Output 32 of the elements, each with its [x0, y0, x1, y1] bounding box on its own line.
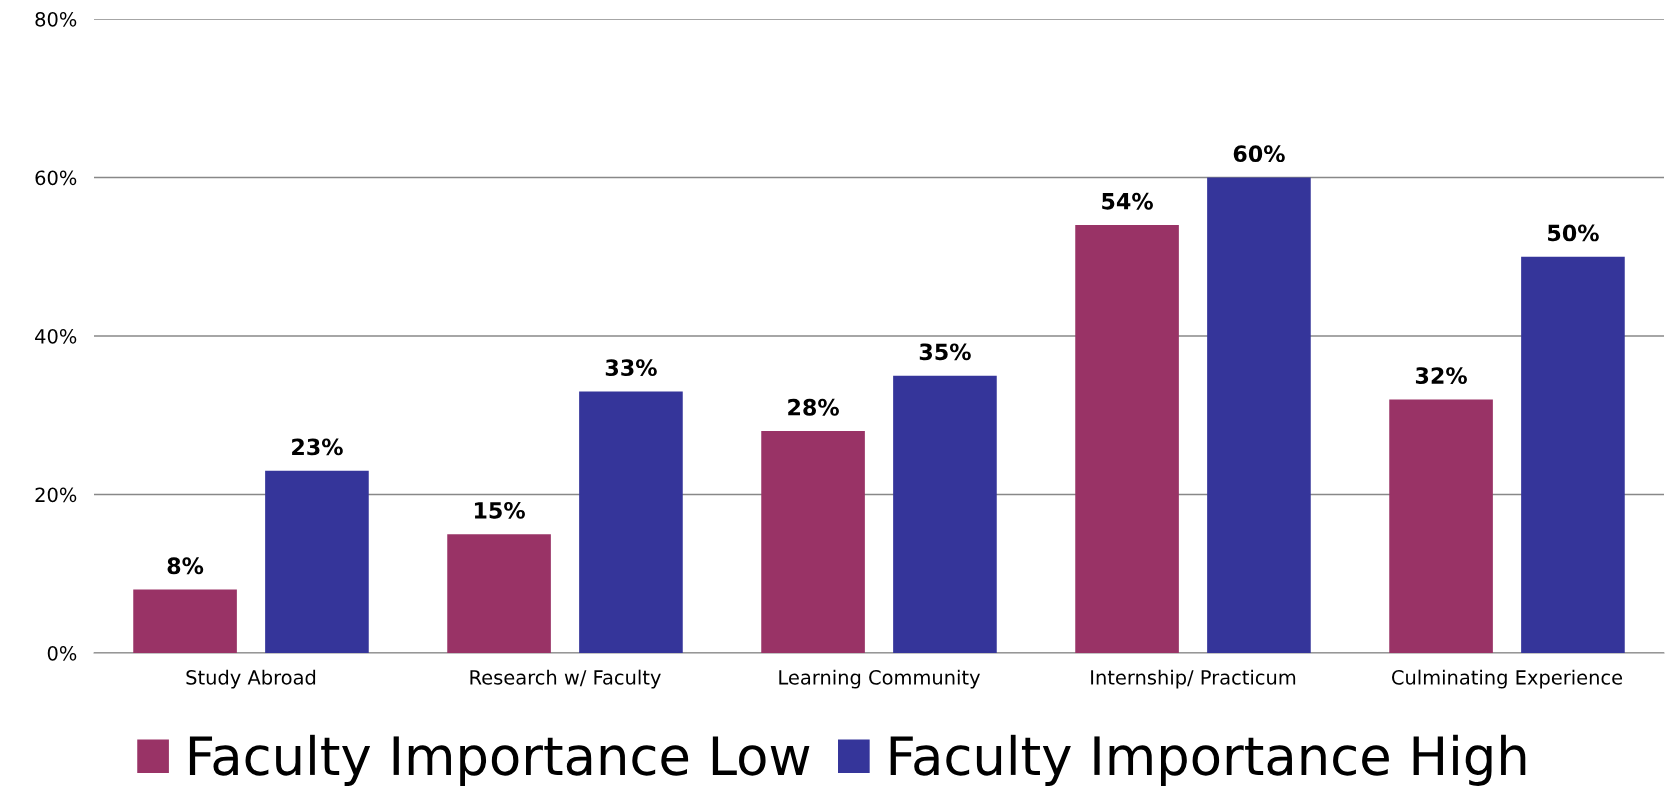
- bar: [1389, 399, 1493, 653]
- data-label: 33%: [605, 359, 657, 377]
- bar: [761, 431, 865, 653]
- bar: [265, 470, 369, 653]
- legend-label: Faculty Importance Low: [189, 734, 810, 786]
- y-tick-label: 20%: [35, 487, 77, 503]
- y-tick-label: 40%: [35, 328, 77, 344]
- data-label: 54%: [1102, 192, 1153, 210]
- y-tick-label: 80%: [35, 11, 77, 27]
- data-label: 50%: [1548, 224, 1599, 242]
- x-tick-label: Learning Community: [779, 669, 980, 689]
- x-tick-label: Internship/ Practicum: [1091, 669, 1296, 689]
- data-label: 32%: [1415, 367, 1467, 384]
- data-label: 23%: [292, 438, 343, 456]
- legend-label: Faculty Importance High: [890, 734, 1526, 786]
- bar: [579, 391, 683, 653]
- x-tick-label: Research w/ Faculty: [470, 669, 661, 689]
- data-label: 15%: [474, 501, 525, 519]
- data-label: 8%: [167, 557, 204, 575]
- bar: [893, 375, 997, 653]
- data-label: 60%: [1233, 145, 1285, 163]
- y-tick-label: 0%: [47, 645, 77, 661]
- x-tick-label: Study Abroad: [186, 669, 316, 689]
- bar: [447, 534, 551, 653]
- data-label: 28%: [788, 398, 839, 416]
- bar: [1207, 177, 1311, 653]
- x-tick-label: Culminating Experience: [1391, 669, 1623, 689]
- y-tick-label: 60%: [35, 170, 77, 186]
- data-label: 35%: [919, 343, 971, 361]
- bar: [133, 589, 237, 653]
- bar: [1521, 256, 1625, 653]
- bar: [1075, 225, 1179, 653]
